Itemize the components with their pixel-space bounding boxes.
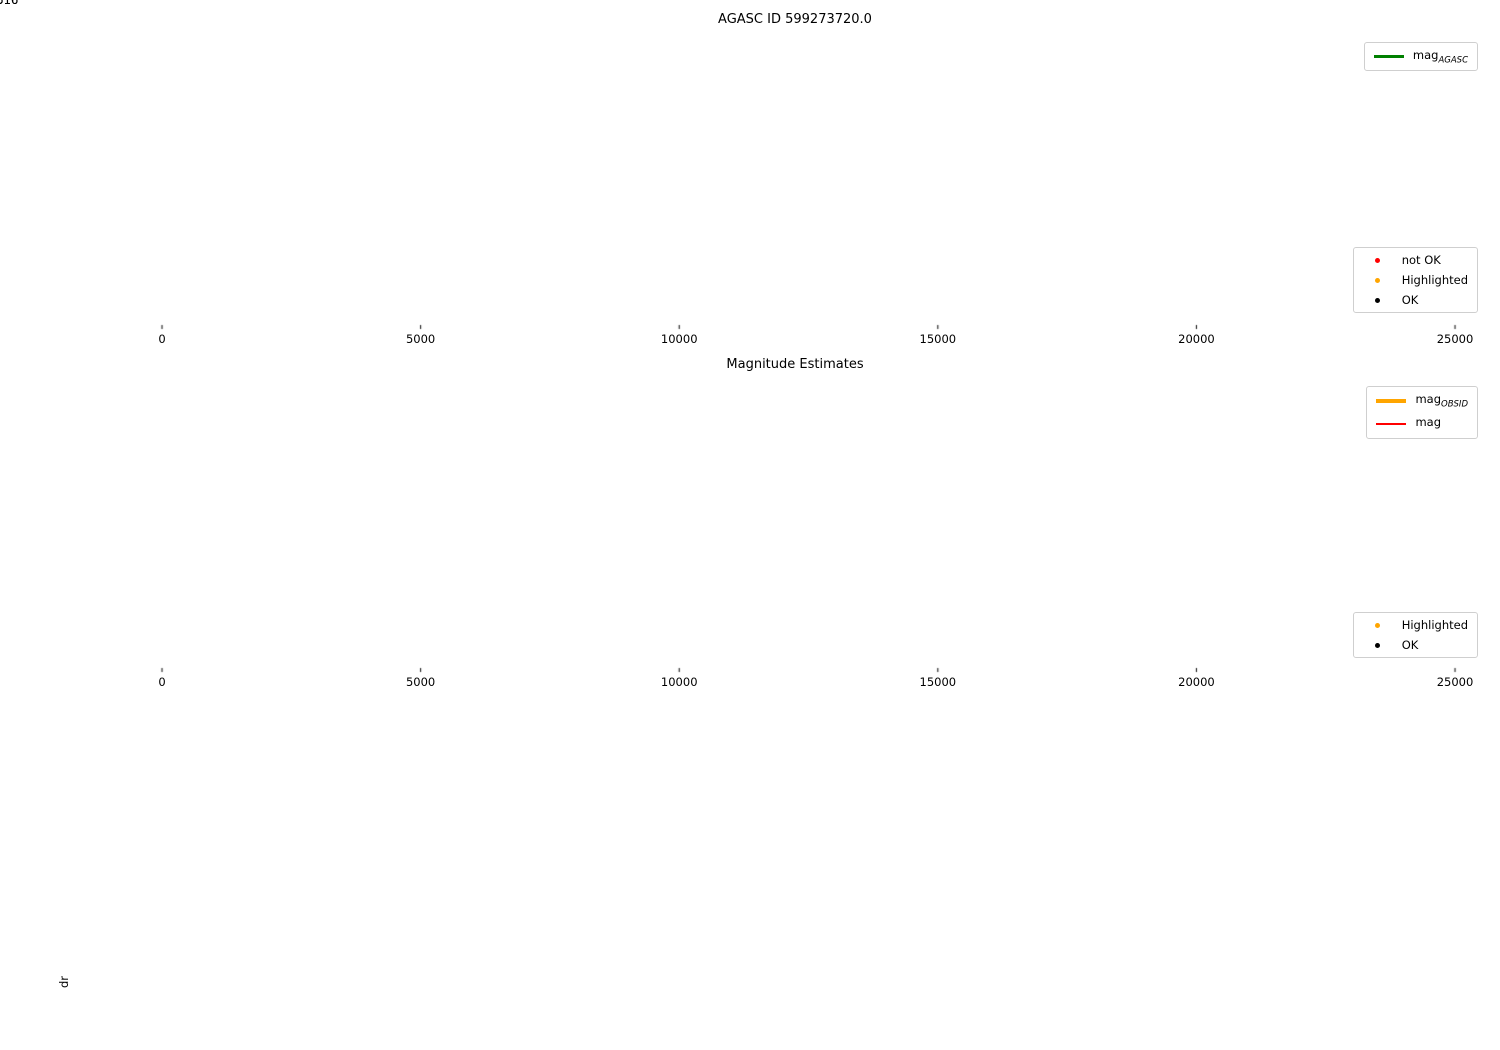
black-dot-swatch — [1363, 297, 1393, 303]
x-tick-label: 15000 — [919, 332, 957, 346]
legend-item-highlighted: Highlighted — [1363, 618, 1468, 632]
obsid-annotation-middle: 16516 — [0, 0, 19, 7]
orange-dot-swatch — [1363, 622, 1393, 628]
x-tick-label: 5000 — [405, 332, 436, 346]
legend-label: magAGASC — [1412, 48, 1468, 66]
legend-label: OK — [1401, 293, 1419, 307]
x-tick-label: 0 — [158, 675, 166, 689]
top-plot-title: AGASC ID 599273720.0 — [718, 12, 872, 27]
x-tick-label: 10000 — [660, 675, 698, 689]
x-tick-label: 5000 — [405, 675, 436, 689]
legend-item-ok: OK — [1363, 293, 1468, 307]
red-line-swatch — [1376, 422, 1407, 426]
x-tick-label: 25000 — [1436, 675, 1474, 689]
legend-label: magOBSID — [1415, 392, 1468, 410]
legend-item-highlighted: Highlighted — [1363, 273, 1468, 287]
middle-plot-title: Magnitude Estimates — [726, 357, 864, 372]
legend-item-not-ok: not OK — [1363, 253, 1468, 267]
legend-label: Highlighted — [1401, 618, 1468, 632]
obsid-annotation-top: 16516 — [0, 0, 19, 7]
legend-item-ok: OK — [1363, 638, 1468, 652]
legend-label: not OK — [1401, 253, 1441, 267]
x-tick-label: 20000 — [1178, 675, 1215, 689]
x-tick-label: 0 — [158, 332, 166, 346]
dr-axis-label: dr — [57, 975, 71, 989]
orange-line-swatch — [1376, 398, 1407, 403]
x-tick-label: 25000 — [1436, 332, 1474, 346]
legend-mag-lines: magOBSID mag — [1366, 386, 1478, 439]
x-tick-label: 20000 — [1178, 332, 1215, 346]
legend-item-mag: mag — [1376, 415, 1468, 432]
legend-mag-agasc: magAGASC — [1363, 42, 1478, 72]
red-dot-swatch — [1363, 257, 1393, 263]
legend-label: mag — [1415, 415, 1442, 430]
legend-item-mag-agasc: magAGASC — [1373, 48, 1468, 66]
legend-point-types-top: not OK Highlighted OK — [1352, 247, 1478, 313]
legend-item-mag-obsid: magOBSID — [1376, 392, 1468, 409]
x-tick-label: 10000 — [660, 332, 698, 346]
legend-label: OK — [1401, 638, 1419, 652]
orange-dot-swatch — [1363, 277, 1393, 283]
green-line-swatch — [1373, 55, 1404, 58]
black-dot-swatch — [1363, 642, 1393, 648]
legend-point-types-middle: Highlighted OK — [1352, 612, 1478, 658]
x-tick-label: 15000 — [919, 675, 957, 689]
legend-label: Highlighted — [1401, 273, 1468, 287]
